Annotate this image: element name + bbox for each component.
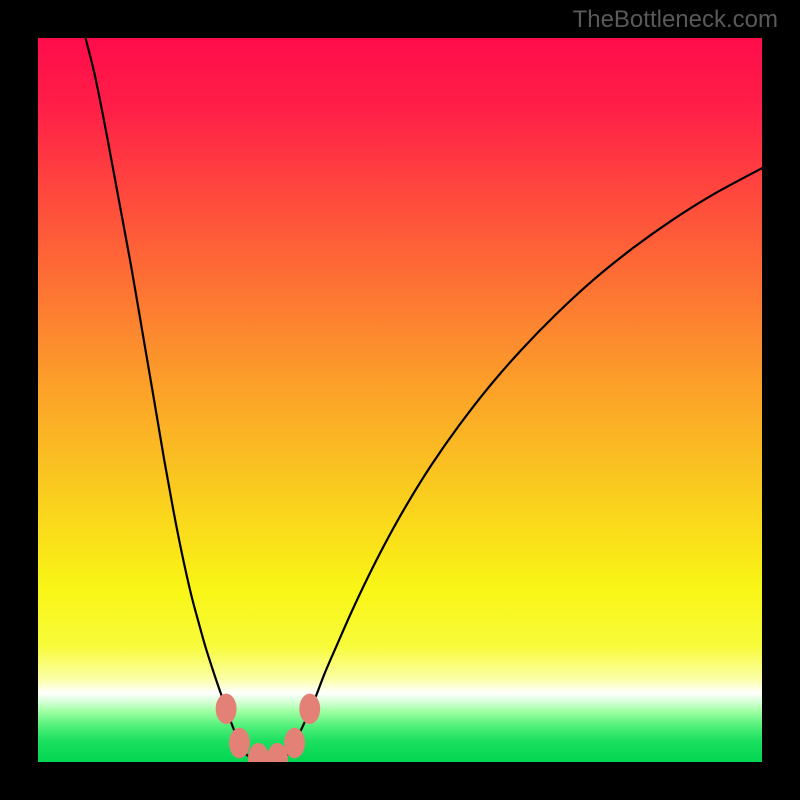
curve-marker <box>216 694 237 724</box>
gradient-background <box>38 38 762 762</box>
watermark-text: TheBottleneck.com <box>573 6 778 34</box>
curve-marker <box>284 728 305 758</box>
curve-marker <box>229 728 250 758</box>
plot-area <box>38 38 762 762</box>
plot-svg <box>38 38 762 762</box>
curve-marker <box>299 694 320 724</box>
